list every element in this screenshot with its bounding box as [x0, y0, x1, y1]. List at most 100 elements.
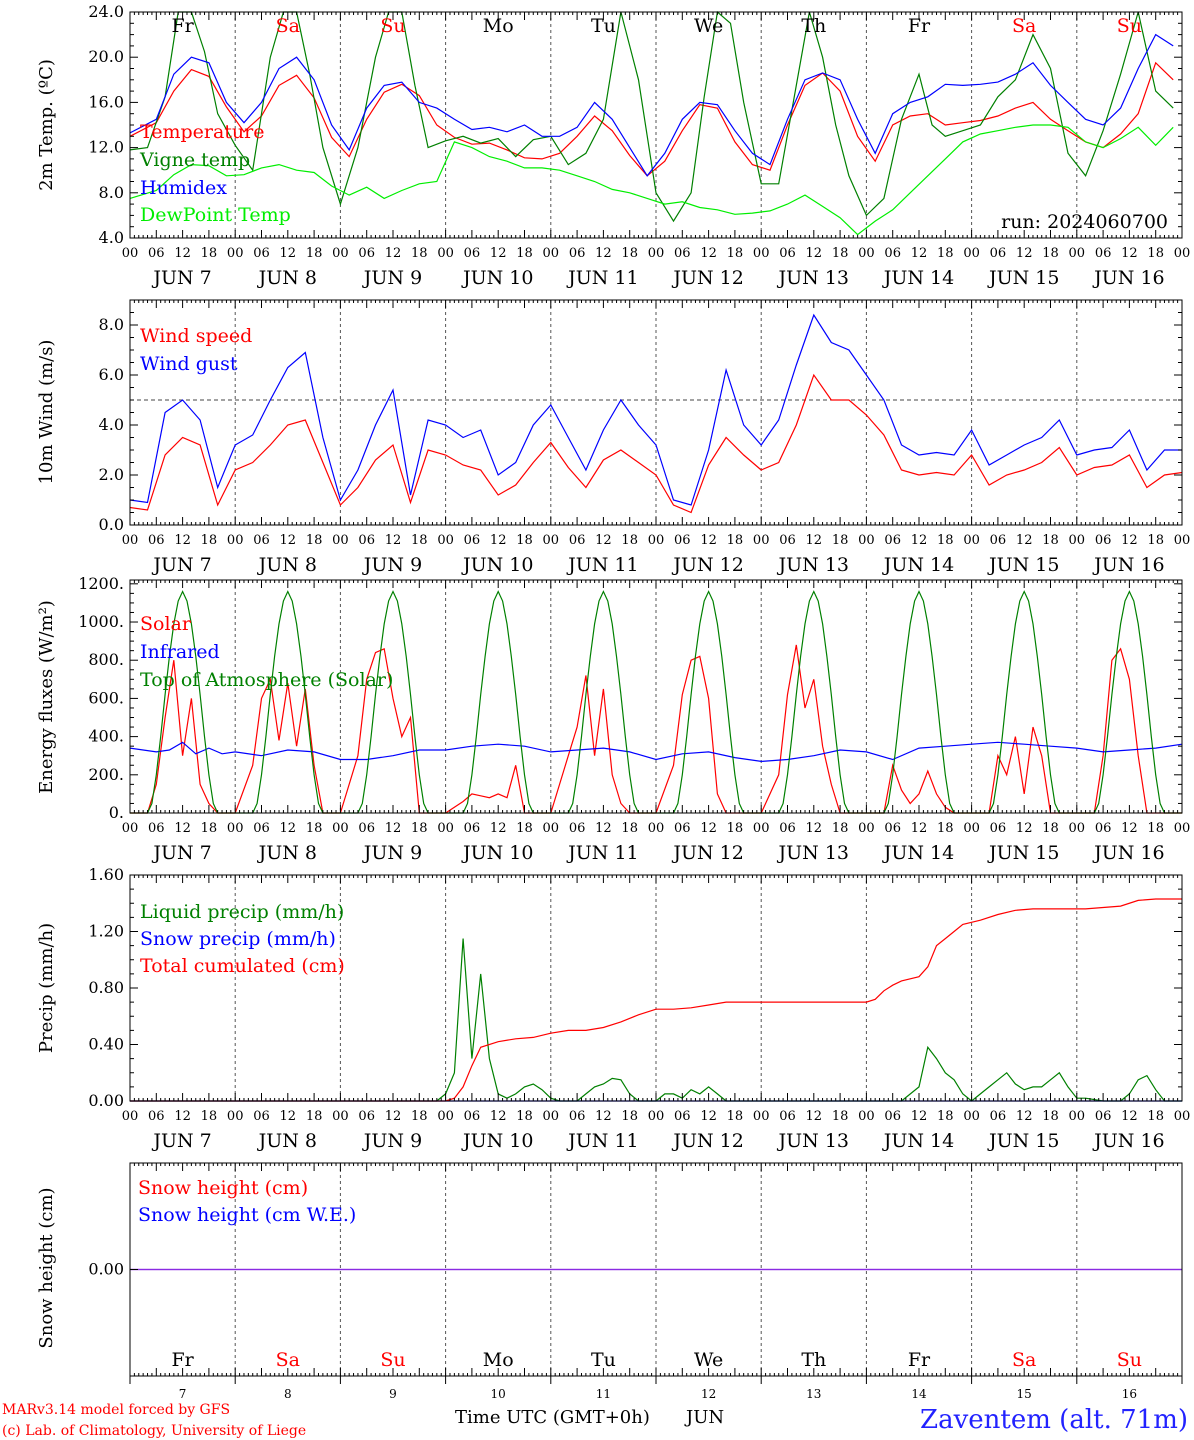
day-tick-label: JUN 13 [777, 554, 849, 576]
y-tick-label: 20.0 [88, 47, 124, 66]
hour-tick-label: 06 [779, 246, 796, 261]
hour-tick-label: 00 [753, 821, 770, 836]
hour-tick-label: 18 [621, 533, 638, 548]
day-number-label: 13 [806, 1387, 821, 1401]
hour-tick-label: 06 [569, 246, 586, 261]
hour-tick-label: 00 [332, 246, 349, 261]
day-number-label: 7 [179, 1387, 187, 1401]
hour-tick-label: 00 [753, 1109, 770, 1124]
day-tick-label: JUN 13 [777, 267, 849, 289]
hour-tick-label: 18 [1147, 533, 1164, 548]
day-tick-label: JUN 14 [882, 842, 954, 864]
hour-tick-label: 06 [779, 1109, 796, 1124]
y-tick-label: 8.0 [99, 183, 124, 202]
legend-entry: Snow height (cm W.E.) [138, 1204, 356, 1226]
hour-tick-label: 00 [1174, 533, 1191, 548]
station-title: Zaventem (alt. 71m) [920, 1405, 1188, 1435]
hour-tick-label: 12 [806, 1109, 823, 1124]
hour-tick-label: 06 [358, 533, 375, 548]
hour-tick-label: 12 [911, 821, 928, 836]
hour-tick-label: 06 [148, 533, 165, 548]
hour-tick-label: 18 [727, 1109, 744, 1124]
hour-tick-label: 12 [595, 246, 612, 261]
hour-tick-label: 06 [464, 533, 481, 548]
weekday-label: Su [1117, 1349, 1142, 1371]
hour-tick-label: 12 [1016, 533, 1033, 548]
y-tick-label: 24.0 [88, 2, 124, 21]
hour-tick-label: 12 [280, 533, 297, 548]
day-number-label: 12 [701, 1387, 716, 1401]
series-line-humidex [129, 33, 1174, 177]
hour-tick-label: 06 [674, 246, 691, 261]
hour-tick-label: 00 [1174, 246, 1191, 261]
weekday-label: Mo [483, 1349, 514, 1371]
weekday-label: Sa [1012, 15, 1036, 37]
y-tick-label: 1.20 [88, 922, 124, 941]
y-tick-label: 1200. [78, 574, 124, 593]
day-tick-label: JUN 10 [461, 1130, 533, 1152]
hour-tick-label: 18 [411, 821, 428, 836]
y-tick-label: 200. [88, 765, 124, 784]
hour-tick-label: 00 [648, 246, 665, 261]
series-line-infrared [129, 741, 1183, 763]
day-number-label: 11 [596, 1387, 611, 1401]
hour-tick-label: 06 [253, 821, 270, 836]
day-tick-label: JUN 10 [461, 554, 533, 576]
day-tick-label: JUN 15 [987, 554, 1059, 576]
weekday-label: Sa [276, 15, 300, 37]
hour-tick-label: 18 [832, 533, 849, 548]
y-tick-label: 4.0 [99, 415, 124, 434]
hour-tick-label: 06 [253, 1109, 270, 1124]
hour-tick-label: 00 [437, 821, 454, 836]
day-number-label: 15 [1017, 1387, 1032, 1401]
y-tick-label: 600. [88, 688, 124, 707]
hour-tick-label: 06 [674, 1109, 691, 1124]
day-tick-label: JUN 8 [257, 1130, 317, 1152]
hour-tick-label: 12 [490, 246, 507, 261]
day-tick-label: JUN 15 [987, 842, 1059, 864]
series-line-temperature [129, 61, 1174, 177]
panel-frame [129, 299, 1183, 526]
hour-tick-label: 18 [937, 533, 954, 548]
legend-entry: Wind speed [140, 325, 252, 347]
hour-tick-label: 00 [227, 246, 244, 261]
y-tick-label: 0.0 [99, 515, 124, 534]
hour-tick-label: 00 [648, 1109, 665, 1124]
hour-tick-label: 12 [806, 533, 823, 548]
hour-tick-label: 00 [122, 533, 139, 548]
hour-tick-label: 00 [858, 1109, 875, 1124]
hour-tick-label: 18 [516, 533, 533, 548]
hour-tick-label: 06 [358, 1109, 375, 1124]
hour-tick-label: 06 [1095, 1109, 1112, 1124]
y-tick-label: 4.0 [99, 228, 124, 247]
hour-tick-label: 06 [990, 1109, 1007, 1124]
hour-tick-label: 00 [1174, 1109, 1191, 1124]
day-tick-label: JUN 15 [987, 267, 1059, 289]
day-number-label: 10 [491, 1387, 506, 1401]
hour-tick-label: 18 [201, 533, 218, 548]
day-tick-label: JUN 9 [362, 554, 422, 576]
legend-entry: Temperature [140, 121, 264, 143]
day-tick-label: JUN 12 [671, 554, 743, 576]
series-line-wind-gust [129, 313, 1182, 506]
hour-tick-label: 12 [595, 1109, 612, 1124]
hour-tick-label: 00 [543, 821, 560, 836]
credit-line-2: (c) Lab. of Climatology, University of L… [2, 1423, 306, 1439]
hour-tick-label: 12 [700, 533, 717, 548]
hour-tick-label: 12 [1121, 1109, 1138, 1124]
weekday-label: Mo [483, 15, 514, 37]
hour-tick-label: 12 [1121, 821, 1138, 836]
hour-tick-label: 06 [253, 533, 270, 548]
hour-tick-label: 00 [227, 1109, 244, 1124]
series-line-total-cumulated-cm- [130, 898, 1182, 1102]
hour-tick-label: 00 [963, 246, 980, 261]
day-tick-label: JUN 7 [151, 842, 211, 864]
hour-tick-label: 06 [674, 821, 691, 836]
hour-tick-label: 00 [648, 821, 665, 836]
y-axis-label: Energy fluxes (W/m²) [36, 600, 57, 794]
hour-tick-label: 00 [543, 533, 560, 548]
hour-tick-label: 06 [464, 246, 481, 261]
y-tick-label: 1000. [78, 612, 124, 631]
hour-tick-label: 12 [595, 821, 612, 836]
